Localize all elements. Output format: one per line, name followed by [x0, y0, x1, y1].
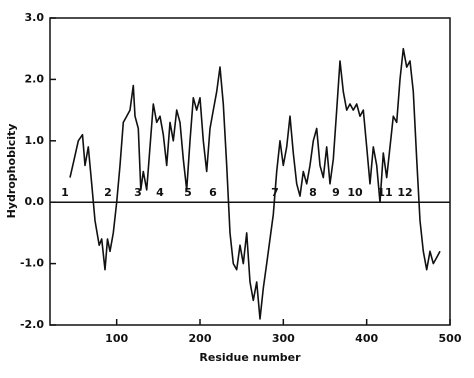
segment-label: 3: [134, 186, 142, 199]
y-tick-label: 0.0: [25, 195, 45, 208]
segment-label: 10: [347, 186, 363, 199]
x-tick-label: 300: [272, 332, 295, 345]
x-tick-label: 200: [189, 332, 212, 345]
y-tick-label: 2.0: [25, 72, 45, 85]
segment-label: 11: [377, 186, 392, 199]
segment-label: 7: [271, 186, 279, 199]
x-tick-label: 100: [105, 332, 128, 345]
x-tick-label: 400: [355, 332, 378, 345]
plot-frame: [49, 17, 451, 326]
x-axis-label: Residue number: [199, 351, 301, 364]
segment-label: 12: [397, 186, 412, 199]
segment-label: 8: [309, 186, 317, 199]
y-tick-label: 1.0: [25, 134, 45, 147]
segment-label: 5: [184, 186, 192, 199]
y-tick-label: 3.0: [25, 11, 45, 24]
segment-label: 6: [209, 186, 217, 199]
hydrophobicity-line: [69, 47, 441, 320]
segment-label: 9: [332, 186, 340, 199]
x-tick-label: 500: [439, 332, 462, 345]
segment-label: 4: [156, 186, 164, 199]
y-tick-label: -1.0: [20, 257, 44, 270]
y-tick-label: -2.0: [20, 318, 44, 331]
segment-label: 2: [104, 186, 112, 199]
y-axis-label: Hydrophobicity: [5, 124, 18, 219]
segment-label: 1: [61, 186, 69, 199]
